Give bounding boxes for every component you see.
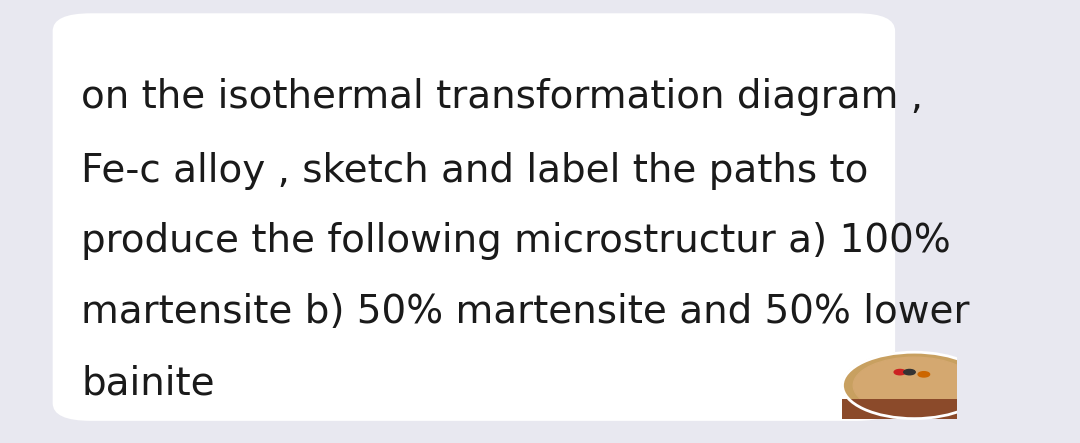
Text: Fe-c alloy , sketch and label the paths to: Fe-c alloy , sketch and label the paths … [81,152,868,190]
Circle shape [918,372,930,377]
Text: bainite: bainite [81,364,215,402]
Text: produce the following microstructur a) 100%: produce the following microstructur a) 1… [81,222,951,260]
Text: on the isothermal transformation diagram ,: on the isothermal transformation diagram… [81,78,923,117]
Circle shape [853,357,975,414]
Circle shape [842,352,986,419]
Circle shape [894,369,906,375]
FancyBboxPatch shape [53,13,895,421]
Text: martensite b) 50% martensite and 50% lower: martensite b) 50% martensite and 50% low… [81,293,970,331]
Circle shape [904,369,915,375]
FancyBboxPatch shape [842,399,986,419]
